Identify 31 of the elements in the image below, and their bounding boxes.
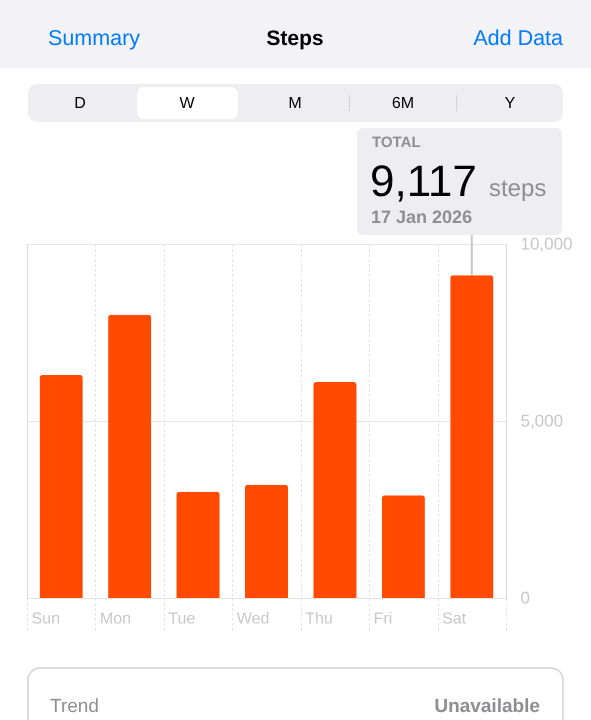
y-tick-label: 10,000 [520, 234, 572, 254]
x-tick-label: Fri [374, 610, 392, 628]
bar [382, 495, 425, 598]
bar [244, 484, 288, 598]
text: Unavailable [434, 696, 540, 717]
bar [108, 314, 152, 598]
text: Add Data [473, 26, 564, 50]
x-tick-label: Mon [100, 610, 132, 628]
x-tick-label: Thu [305, 610, 333, 628]
text: M [288, 95, 302, 112]
x-tick-label: Sun [32, 610, 60, 628]
x-tick-label: Tue [168, 610, 196, 628]
annotation: 9,117 [370, 157, 477, 206]
y-tick-label: 0 [520, 588, 530, 608]
text: 6M [392, 95, 414, 112]
text: steps [489, 175, 546, 202]
text: W [179, 95, 196, 112]
x-tick-label: Wed [236, 610, 270, 628]
text: D [74, 95, 86, 112]
bar [176, 492, 220, 598]
x-tick-label: Sat [442, 610, 467, 628]
text: TOTAL [372, 134, 421, 151]
bar [40, 374, 83, 598]
chart-title: Steps [266, 27, 324, 50]
bar [313, 382, 356, 598]
text: Summary [48, 26, 140, 50]
bar [450, 275, 494, 598]
annotation: 17 Jan 2026 [371, 207, 472, 227]
text: Trend [50, 696, 99, 717]
y-tick-label: 5,000 [520, 412, 564, 430]
text: Y [504, 95, 516, 112]
